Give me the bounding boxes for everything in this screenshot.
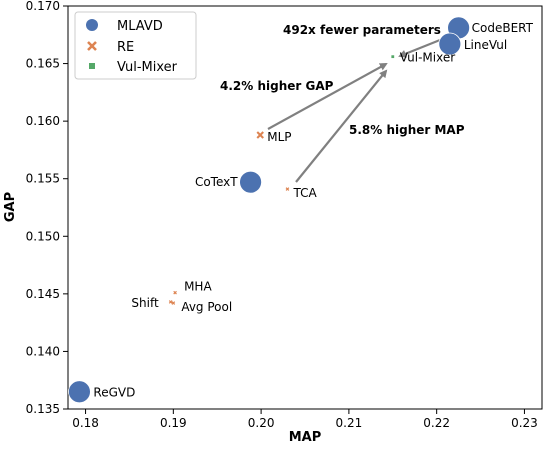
y-tick-label: 0.155 (26, 172, 60, 186)
y-axis-title: GAP (3, 192, 18, 222)
x-tick-label: 0.23 (511, 416, 538, 430)
legend-marker-re (87, 41, 97, 51)
point-label-tca: TCA (292, 186, 317, 200)
point-label-vul-mixer: Vul-Mixer (400, 51, 455, 65)
legend-label-re: RE (117, 40, 134, 55)
point-label-linevul: LineVul (464, 38, 507, 52)
point-linevul (438, 32, 462, 56)
x-tick-label: 0.21 (336, 416, 363, 430)
legend-label-mlavd: MLAVD (117, 19, 163, 34)
legend-box (74, 11, 197, 80)
y-tick-label: 0.140 (26, 344, 60, 358)
point-mlp (256, 131, 264, 139)
arrow-higher-gap (267, 63, 388, 130)
annotation-fewer-params: 492x fewer parameters (283, 23, 441, 37)
x-tick-label: 0.20 (248, 416, 275, 430)
legend-marker-mlavd (86, 19, 98, 31)
point-regvd (68, 380, 91, 404)
point-vul-mixer (391, 55, 395, 59)
point-cotext (239, 170, 262, 194)
x-axis: 0.18 0.19 0.20 0.21 0.22 0.23 (72, 409, 538, 430)
point-avg-pool (171, 301, 176, 305)
x-tick-label: 0.22 (423, 416, 450, 430)
point-tca (285, 187, 290, 191)
y-tick-label: 0.165 (26, 57, 60, 71)
point-labels: CodeBERT LineVul CoTexT ReGVD MLP TCA MHA Shift… (93, 21, 533, 400)
point-label-cotext: CoTexT (195, 175, 238, 189)
data-points (68, 16, 471, 404)
x-tick-label: 0.19 (160, 416, 187, 430)
x-axis-title: MAP (289, 430, 322, 445)
x-tick-label: 0.18 (72, 416, 99, 430)
point-label-shift: Shift (131, 296, 159, 310)
legend-marker-vul-mixer (89, 63, 95, 69)
point-mha (173, 290, 177, 295)
annotation-higher-gap: 4.2% higher GAP (220, 79, 334, 93)
point-label-avg-pool: Avg Pool (181, 300, 232, 314)
point-label-mha: MHA (184, 280, 212, 294)
y-tick-label: 0.145 (26, 287, 60, 301)
y-tick-label: 0.170 (26, 0, 60, 13)
legend: MLAVD RE Vul-Mixer (74, 11, 197, 80)
legend-label-vul-mixer: Vul-Mixer (117, 60, 178, 75)
y-tick-label: 0.160 (26, 114, 60, 128)
plot-area (67, 5, 543, 410)
arrow-higher-map (295, 69, 388, 183)
annotation-higher-map: 5.8% higher MAP (349, 123, 465, 137)
point-shift (168, 300, 173, 304)
point-label-regvd: ReGVD (93, 386, 135, 400)
y-tick-label: 0.135 (26, 402, 60, 416)
y-axis: 0.135 0.140 0.145 0.150 0.155 0.160 0.165 0.170 (26, 0, 68, 416)
point-label-mlp: MLP (267, 130, 291, 144)
point-label-codebert: CodeBERT (472, 21, 534, 35)
y-tick-label: 0.150 (26, 229, 60, 243)
